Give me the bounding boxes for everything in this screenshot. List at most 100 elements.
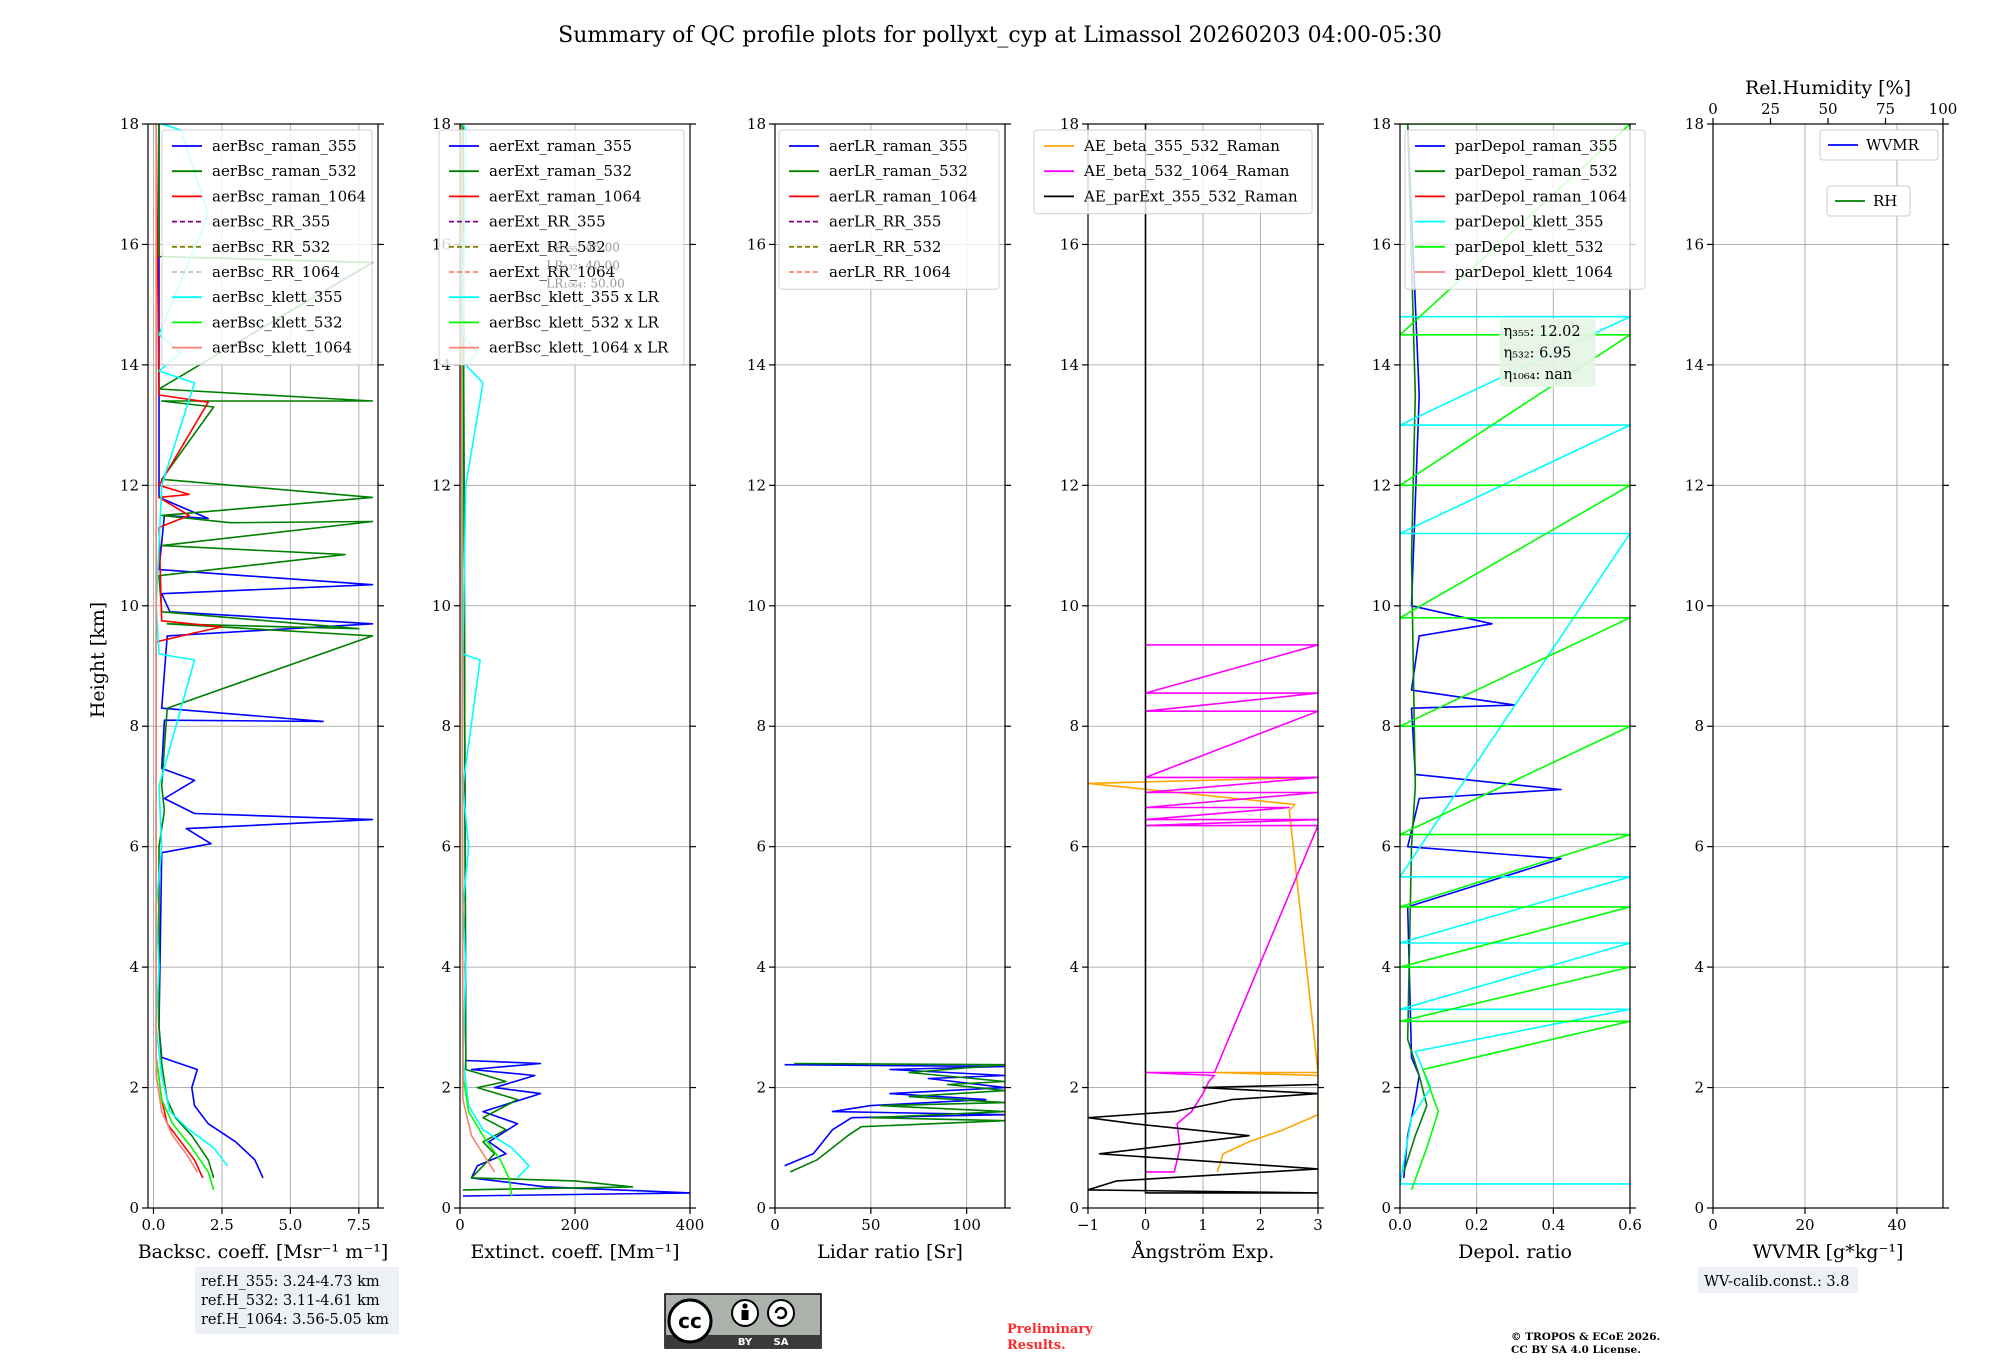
legend-box <box>778 129 1000 290</box>
y-tick-label: 2 <box>1381 1079 1391 1097</box>
x-tick-label: 100 <box>952 1216 981 1234</box>
preliminary-note: Preliminary Results. <box>1007 1322 1093 1353</box>
legend-label: aerBsc_RR_355 <box>212 213 330 231</box>
ref-height-355: ref.H_355: 3.24-4.73 km <box>201 1274 380 1290</box>
legend-label: aerExt_RR_1064 <box>489 263 615 281</box>
series-aerLR_raman_355 <box>784 1063 1005 1167</box>
x-tick-label: 0 <box>770 1216 780 1234</box>
wv-calib-text: WV-calib.const.: 3.8 <box>1704 1274 1850 1290</box>
y-tick-label: 12 <box>1372 476 1391 494</box>
y-tick-label: 6 <box>129 838 139 856</box>
legend-label: AE_beta_532_1064_Raman <box>1083 162 1290 180</box>
series-aerBsc_raman_355 <box>158 124 374 1179</box>
legend-rh: RH <box>1826 185 1911 217</box>
top-x-tick-label: 25 <box>1761 100 1780 118</box>
legend-label: AE_beta_355_532_Raman <box>1083 137 1280 155</box>
legend-box <box>161 129 373 366</box>
ref-height-532: ref.H_532: 3.11-4.61 km <box>201 1293 380 1309</box>
eta-annotation: η₅₃₂: 6.95 <box>1504 345 1572 361</box>
x-tick-label: 0 <box>1708 1216 1718 1234</box>
x-axis-label: WVMR [g*kg⁻¹] <box>1753 1241 1904 1263</box>
series-aerExt_raman_532 <box>462 124 634 1191</box>
ref-heights-box: ref.H_355: 3.24-4.73 km ref.H_532: 3.11-… <box>195 1267 399 1334</box>
series-group <box>1088 124 1318 1194</box>
x-tick-label: 400 <box>676 1216 705 1234</box>
y-tick-label: 12 <box>432 476 451 494</box>
ref-height-1064: ref.H_1064: 3.56-5.05 km <box>201 1312 389 1328</box>
y-tick-label: 2 <box>129 1079 139 1097</box>
series-parDepol_klett_532 <box>1400 124 1630 1191</box>
y-tick-label: 18 <box>432 115 451 133</box>
x-tick-label: 5.0 <box>278 1216 302 1234</box>
legend-label: aerBsc_raman_532 <box>212 162 357 180</box>
legend-box <box>1819 129 1939 161</box>
y-tick-label: 14 <box>120 356 139 374</box>
wv-calib-box: WV-calib.const.: 3.8 <box>1698 1267 1858 1293</box>
cc-license-badge: cc BY SA <box>664 1293 822 1349</box>
y-tick-label: 2 <box>1069 1079 1079 1097</box>
y-tick-label: 14 <box>1060 356 1079 374</box>
sa-share-icon <box>767 1299 795 1327</box>
y-tick-label: 4 <box>129 958 139 976</box>
legend-label: aerExt_raman_1064 <box>489 187 642 205</box>
legend-box <box>1826 185 1911 217</box>
top-x-tick-label: 0 <box>1708 100 1718 118</box>
top-x-tick-label: 50 <box>1818 100 1837 118</box>
x-tick-label: −1 <box>1077 1216 1099 1234</box>
legend: AE_beta_355_532_Raman AE_beta_532_1064_Ra… <box>1033 129 1313 215</box>
y-tick-label: 2 <box>1694 1079 1704 1097</box>
cc-logo-text: cc <box>678 1309 702 1333</box>
y-tick-label: 10 <box>120 597 139 615</box>
x-axis-label: Backsc. coeff. [Msr⁻¹ m⁻¹] <box>138 1241 389 1263</box>
plot-frame <box>1712 123 1944 1209</box>
x-tick-label: 0.0 <box>142 1216 166 1234</box>
series-AE_beta_532_1064_Raman <box>1144 644 1318 1173</box>
y-tick-label: 0 <box>1069 1199 1079 1217</box>
figure-title: Summary of QC profile plots for pollyxt_… <box>558 23 1442 48</box>
legend-label: aerLR_raman_532 <box>829 162 968 180</box>
legend-label: WVMR <box>1866 136 1920 154</box>
badge-by-label: BY <box>738 1337 753 1348</box>
y-tick-label: 2 <box>441 1079 451 1097</box>
y-tick-label: 16 <box>120 235 139 253</box>
x-tick-label: 0.6 <box>1618 1216 1642 1234</box>
y-tick-label: 8 <box>1069 717 1079 735</box>
badge-sa-label: SA <box>774 1337 789 1348</box>
legend-label: parDepol_raman_532 <box>1455 162 1618 180</box>
x-axis-label: Lidar ratio [Sr] <box>817 1241 963 1263</box>
lr-annotation: LR₅₃₂: 40.00 <box>546 259 620 273</box>
y-tick-label: 6 <box>1694 838 1704 856</box>
ref-heights-bg <box>195 1267 399 1334</box>
y-tick-label: 0 <box>1381 1199 1391 1217</box>
x-tick-label: 0 <box>455 1216 465 1234</box>
y-tick-label: 4 <box>1381 958 1391 976</box>
y-tick-label: 6 <box>1069 838 1079 856</box>
y-tick-label: 18 <box>747 115 766 133</box>
y-tick-label: 14 <box>1372 356 1391 374</box>
y-tick-label: 14 <box>1685 356 1704 374</box>
lr-annotation: LR₁₀₆₄: 50.00 <box>546 277 624 291</box>
panel-lr: 0 2 4 6 8 10 12 14 16 18 0 50 100 Lidar ratio [Sr] aer… <box>747 115 1011 1263</box>
series-AE_parExt_355_532_Raman <box>1088 124 1318 1194</box>
y-tick-label: 6 <box>1381 838 1391 856</box>
x-tick-label: 0 <box>1141 1216 1151 1234</box>
y-tick-label: 4 <box>441 958 451 976</box>
series-group <box>784 1062 1005 1173</box>
y-tick-label: 8 <box>756 717 766 735</box>
y-tick-label: 18 <box>1372 115 1391 133</box>
y-tick-label: 4 <box>1069 958 1079 976</box>
y-tick-label: 0 <box>441 1199 451 1217</box>
series-aerBsc_klett_1064 x LR <box>460 124 496 1173</box>
sa-share-arrow <box>774 1306 788 1320</box>
eta-annotation-box <box>1499 318 1596 387</box>
legend-label: parDepol_raman_1064 <box>1455 187 1627 205</box>
x-tick-label: 50 <box>861 1216 880 1234</box>
legend: aerLR_raman_355 aerLR_raman_532 aerLR_rama… <box>778 129 1000 290</box>
copyright-line-1: © TROPOS & ECoE 2026. <box>1511 1331 1660 1343</box>
y-tick-label: 12 <box>1685 476 1704 494</box>
preliminary-line-1: Preliminary <box>1007 1322 1093 1337</box>
legend-box <box>1404 129 1646 290</box>
eta-annotation: η₃₅₅: 12.02 <box>1504 324 1581 340</box>
